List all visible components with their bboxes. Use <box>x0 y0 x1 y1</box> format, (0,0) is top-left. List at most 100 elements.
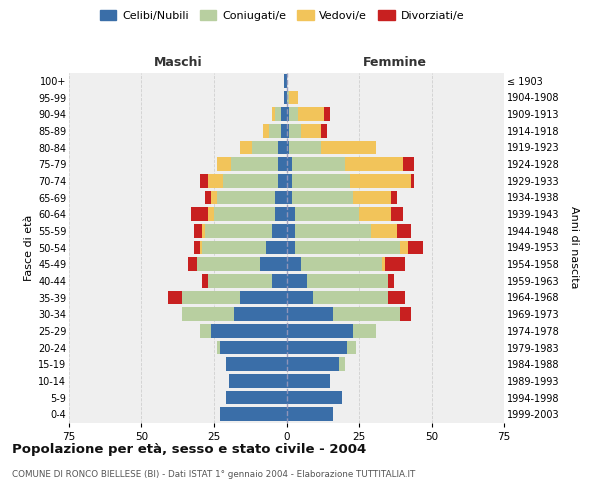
Bar <box>182 308 235 321</box>
Bar <box>217 158 232 171</box>
Bar <box>211 190 217 204</box>
Bar <box>220 408 287 421</box>
Bar <box>217 190 275 204</box>
Bar <box>272 224 287 237</box>
Bar <box>287 390 341 404</box>
Bar <box>292 190 353 204</box>
Bar <box>208 274 272 287</box>
Bar <box>292 174 350 188</box>
Bar <box>214 208 275 221</box>
Bar <box>281 124 287 138</box>
Bar <box>350 174 411 188</box>
Text: Femmine: Femmine <box>363 56 427 69</box>
Bar <box>301 258 382 271</box>
Bar <box>263 124 269 138</box>
Bar <box>278 174 287 188</box>
Bar <box>205 224 272 237</box>
Bar <box>272 274 287 287</box>
Bar <box>313 290 388 304</box>
Bar <box>269 124 281 138</box>
Bar <box>278 140 287 154</box>
Bar <box>411 174 414 188</box>
Bar <box>197 258 260 271</box>
Bar <box>208 174 223 188</box>
Bar <box>275 208 287 221</box>
Bar <box>275 108 281 121</box>
Bar <box>275 190 287 204</box>
Bar <box>289 140 322 154</box>
Bar <box>194 224 202 237</box>
Bar <box>240 140 252 154</box>
Bar <box>287 324 353 338</box>
Bar <box>284 74 287 88</box>
Bar <box>199 240 202 254</box>
Bar <box>287 374 330 388</box>
Bar <box>391 190 397 204</box>
Bar <box>287 174 292 188</box>
Bar <box>338 358 344 371</box>
Legend: Celibi/Nubili, Coniugati/e, Vedovi/e, Divorziati/e: Celibi/Nubili, Coniugati/e, Vedovi/e, Di… <box>95 6 469 25</box>
Bar <box>208 208 214 221</box>
Bar <box>391 208 403 221</box>
Bar <box>278 158 287 171</box>
Bar <box>202 224 205 237</box>
Bar <box>287 240 295 254</box>
Bar <box>194 240 199 254</box>
Bar <box>287 358 338 371</box>
Bar <box>217 340 220 354</box>
Bar <box>400 308 411 321</box>
Bar <box>266 240 287 254</box>
Bar <box>287 258 301 271</box>
Bar <box>400 240 409 254</box>
Bar <box>220 340 287 354</box>
Bar <box>295 240 400 254</box>
Bar <box>287 190 292 204</box>
Bar <box>287 308 333 321</box>
Bar <box>322 140 376 154</box>
Bar <box>287 290 313 304</box>
Text: Popolazione per età, sesso e stato civile - 2004: Popolazione per età, sesso e stato civil… <box>12 442 366 456</box>
Bar <box>240 290 287 304</box>
Bar <box>235 308 287 321</box>
Bar <box>388 274 394 287</box>
Bar <box>353 324 376 338</box>
Y-axis label: Anni di nascita: Anni di nascita <box>569 206 579 288</box>
Bar <box>202 240 266 254</box>
Bar <box>167 290 182 304</box>
Bar <box>188 258 197 271</box>
Bar <box>252 140 278 154</box>
Bar <box>287 208 295 221</box>
Bar <box>289 108 298 121</box>
Bar <box>353 190 391 204</box>
Text: Maschi: Maschi <box>154 56 202 69</box>
Bar <box>281 108 287 121</box>
Bar <box>287 108 289 121</box>
Bar <box>295 224 371 237</box>
Bar <box>226 358 287 371</box>
Text: COMUNE DI RONCO BIELLESE (BI) - Dati ISTAT 1° gennaio 2004 - Elaborazione TUTTIT: COMUNE DI RONCO BIELLESE (BI) - Dati IST… <box>12 470 415 479</box>
Bar <box>223 174 278 188</box>
Bar <box>287 124 289 138</box>
Bar <box>287 90 289 104</box>
Bar <box>205 190 211 204</box>
Bar <box>385 258 406 271</box>
Bar <box>307 274 388 287</box>
Bar <box>287 340 347 354</box>
Bar <box>287 224 295 237</box>
Bar <box>382 258 385 271</box>
Bar <box>199 324 211 338</box>
Bar <box>322 124 327 138</box>
Bar <box>182 290 240 304</box>
Bar <box>295 208 359 221</box>
Y-axis label: Fasce di età: Fasce di età <box>23 214 34 280</box>
Bar <box>324 108 330 121</box>
Bar <box>287 158 292 171</box>
Bar <box>289 124 301 138</box>
Bar <box>403 158 414 171</box>
Bar <box>287 140 289 154</box>
Bar <box>232 158 278 171</box>
Bar <box>292 158 344 171</box>
Bar <box>229 374 287 388</box>
Bar <box>359 208 391 221</box>
Bar <box>397 224 411 237</box>
